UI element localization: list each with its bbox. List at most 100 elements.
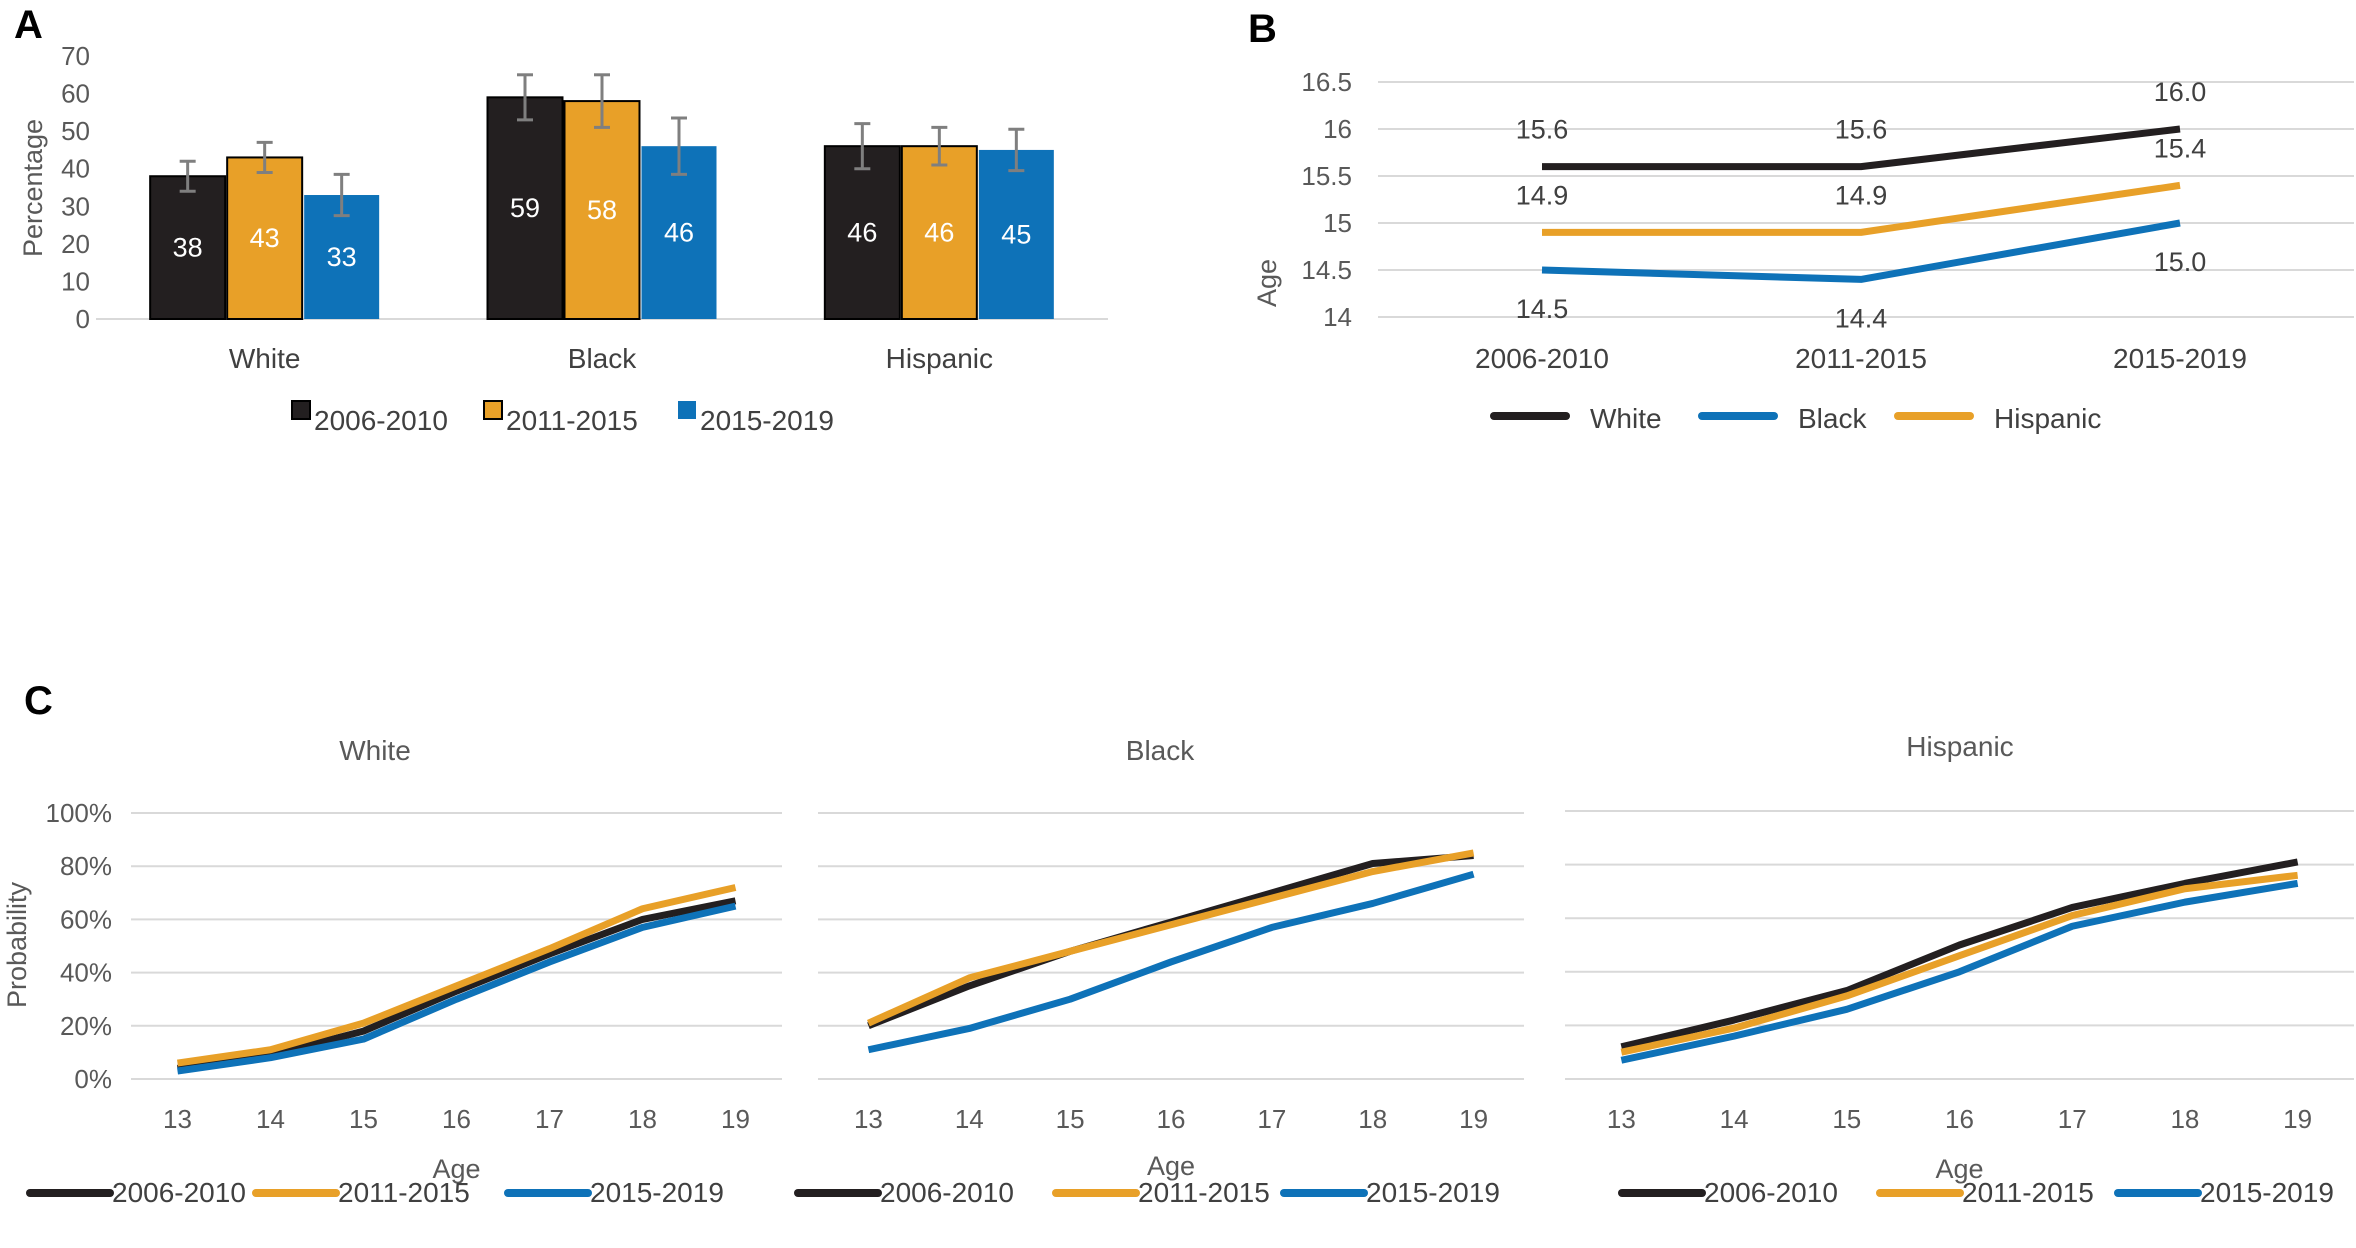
x-tick-label: 18 (2170, 1104, 2199, 1134)
x-tick-label: 14 (256, 1104, 285, 1134)
legend-label-black: Black (1798, 403, 1867, 434)
panel-b-line-chart: 14 14.5 15 15.5 16 16.5 Age 2006-2010 2011-2015 2… (1252, 67, 2354, 434)
bar-white-2006-2010 (149, 175, 227, 320)
x-tick-label: 17 (1257, 1104, 1286, 1134)
legend-label-2006-2010: 2006-2010 (314, 405, 448, 436)
x-tick-label: 14 (955, 1104, 984, 1134)
x-tick-label: 15 (1832, 1104, 1861, 1134)
y-axis-title: Probability (2, 881, 32, 1008)
legend-swatch-2011-2015 (483, 400, 503, 420)
y-tick-label: 40% (60, 958, 112, 988)
bar-value-label: 59 (510, 193, 540, 223)
series-line-2015-2019 (177, 902, 737, 1075)
legend-label-2015-2019: 2015-2019 (1366, 1177, 1500, 1208)
bar-value-label: 45 (1001, 219, 1031, 249)
bar-white-2011-2015 (226, 156, 304, 320)
series-line-2011-2015 (1620, 871, 2299, 1056)
series-line-2006-2010 (1620, 858, 2299, 1051)
panel-label-a: A (14, 3, 43, 47)
series-line-black (1541, 219, 2181, 283)
series-line-2015-2019 (1620, 879, 2299, 1064)
x-tick-label: 18 (628, 1104, 657, 1134)
y-tick-label-15-5: 15.5 (1301, 161, 1352, 191)
legend-label-2011-2015: 2011-2015 (506, 405, 638, 436)
x-axis-title: Age (1935, 1154, 1983, 1184)
x-tick-label: 16 (442, 1104, 471, 1134)
panel-label-c: C (24, 679, 53, 723)
category-label-hispanic: Hispanic (886, 343, 993, 374)
legend-swatch-2015-2019 (678, 401, 696, 419)
x-tick-label: 15 (349, 1104, 378, 1134)
chart-title-white: White (339, 735, 411, 766)
panel-a-bar-chart: 0 10 20 30 40 50 60 70 Percentage White 38 43 33 Blac… (18, 41, 1108, 436)
y-tick-label-16: 16 (1323, 114, 1352, 144)
bar-value-label: 46 (847, 218, 877, 248)
category-label-white: White (229, 343, 301, 374)
data-label-white: 15.6 (1516, 115, 1569, 145)
x-category-label-2006-2010: 2006-2010 (1475, 343, 1609, 374)
legend-label-2011-2015: 2011-2015 (1138, 1177, 1270, 1208)
series-line-2011-2015 (866, 849, 1475, 1027)
legend-label-2011-2015: 2011-2015 (1962, 1177, 2094, 1208)
chart-title-hispanic: Hispanic (1906, 731, 2013, 762)
x-tick-label: 13 (1607, 1104, 1636, 1134)
category-label-black: Black (568, 343, 637, 374)
x-tick-label: 19 (2283, 1104, 2312, 1134)
data-label-hispanic: 14.9 (1835, 180, 1888, 210)
y-tick-label: 60% (60, 904, 112, 934)
y-tick-label-30: 30 (61, 191, 90, 221)
legend-swatch-2006-2010 (291, 400, 311, 420)
y-axis-title: Percentage (18, 119, 48, 257)
y-tick-label: 0% (74, 1064, 112, 1094)
data-label-black: 15.0 (2154, 247, 2207, 277)
y-tick-label-16-5: 16.5 (1301, 67, 1352, 97)
legend-label-2006-2010: 2006-2010 (112, 1177, 246, 1208)
legend-label-hispanic: Hispanic (1994, 403, 2101, 434)
x-tick-label: 19 (721, 1104, 750, 1134)
y-tick-label-50: 50 (61, 116, 90, 146)
x-tick-label: 14 (1720, 1104, 1749, 1134)
data-label-hispanic: 15.4 (2154, 133, 2207, 163)
y-tick-label-10: 10 (61, 266, 90, 296)
y-tick-label-14-5: 14.5 (1301, 255, 1352, 285)
x-tick-label: 16 (1945, 1104, 1974, 1134)
data-label-white: 16.0 (2154, 77, 2207, 107)
series-line-white (1542, 125, 2181, 171)
x-tick-label: 18 (1358, 1104, 1387, 1134)
x-tick-label: 16 (1157, 1104, 1186, 1134)
y-tick-label: 80% (60, 851, 112, 881)
x-axis-title: Age (432, 1154, 480, 1184)
legend-label-2011-2015: 2011-2015 (338, 1177, 470, 1208)
data-label-black: 14.5 (1516, 294, 1569, 324)
legend-label-2015-2019: 2015-2019 (700, 405, 834, 436)
y-tick-label-15: 15 (1323, 208, 1352, 238)
y-tick-label-60: 60 (61, 79, 90, 109)
legend-label-2006-2010: 2006-2010 (1704, 1177, 1838, 1208)
series-line-2015-2019 (867, 870, 1475, 1054)
x-category-label-2011-2015: 2011-2015 (1795, 343, 1927, 374)
series-line-hispanic (1542, 181, 2181, 236)
bar-value-label: 43 (250, 223, 280, 253)
y-tick-label-20: 20 (61, 229, 90, 259)
y-tick-label: 100% (46, 798, 113, 828)
bar-black-2011-2015 (563, 100, 641, 321)
panel-label-b: B (1248, 7, 1277, 51)
bar-hispanic-2015-2019 (978, 149, 1054, 319)
x-tick-label: 13 (163, 1104, 192, 1134)
y-tick-label-14: 14 (1323, 302, 1352, 332)
series-line-2011-2015 (177, 884, 737, 1067)
bar-value-label: 38 (173, 233, 203, 263)
data-label-white: 15.6 (1835, 115, 1888, 145)
x-tick-label: 17 (2058, 1104, 2087, 1134)
x-tick-label: 15 (1056, 1104, 1085, 1134)
x-tick-label: 17 (535, 1104, 564, 1134)
legend-label-2015-2019: 2015-2019 (2200, 1177, 2334, 1208)
legend-label-2015-2019: 2015-2019 (590, 1177, 724, 1208)
panel-c-line-charts: 0% 20% 40% 60% 80% 100% Probability White 13 14 15… (2, 731, 2354, 1208)
data-label-black: 14.4 (1835, 303, 1888, 333)
y-tick-label-0: 0 (76, 304, 90, 334)
bar-value-label: 33 (327, 242, 357, 272)
legend-label-white: White (1590, 403, 1662, 434)
y-tick-label: 20% (60, 1011, 112, 1041)
